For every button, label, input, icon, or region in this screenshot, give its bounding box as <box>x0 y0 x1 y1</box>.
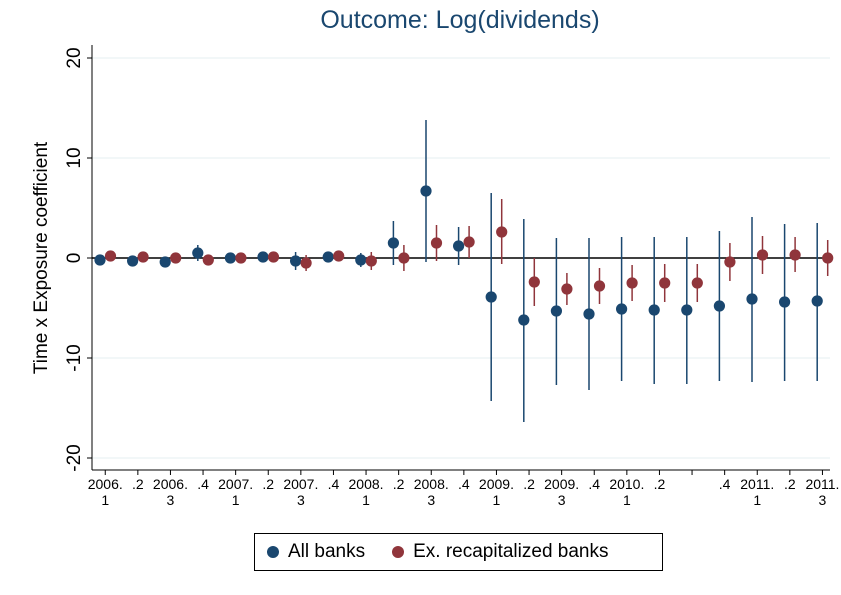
legend-item-all-banks: All banks <box>267 541 365 563</box>
x-tick-label: 2011. <box>740 476 774 492</box>
x-tick-label: 2007. <box>218 476 253 492</box>
x-tick-label: .2 <box>262 476 274 492</box>
data-point <box>322 251 334 263</box>
x-tick-label: 2008. <box>414 476 449 492</box>
data-point <box>724 256 736 268</box>
data-point <box>453 240 465 252</box>
data-point <box>593 280 606 292</box>
data-point <box>789 249 801 261</box>
data-point <box>756 249 769 261</box>
data-point <box>202 254 214 266</box>
legend-item-ex-recapitalized: Ex. recapitalized banks <box>392 541 609 563</box>
data-point <box>300 257 312 269</box>
x-tick-label-line2: 3 <box>819 492 827 508</box>
legend-label-all-banks: All banks <box>288 541 366 562</box>
data-point <box>170 252 182 264</box>
data-point <box>496 226 508 238</box>
x-tick-label: 2010. <box>609 476 644 492</box>
data-point <box>224 252 236 264</box>
legend-label-ex-recapitalized: Ex. recapitalized banks <box>413 541 609 562</box>
data-point <box>365 255 377 267</box>
data-point <box>811 295 823 307</box>
data-point <box>398 252 410 264</box>
data-point <box>94 254 106 266</box>
x-tick-label: 2006. <box>153 476 188 492</box>
y-tick-label: -10 <box>64 344 85 371</box>
data-point <box>257 251 269 263</box>
y-tick-label: 20 <box>64 47 85 68</box>
data-point <box>355 254 367 266</box>
legend-marker-all-banks <box>267 546 279 558</box>
data-point <box>290 255 302 267</box>
data-point <box>779 296 791 308</box>
x-tick-label: .2 <box>132 476 144 492</box>
x-tick-label: 2011. <box>805 476 839 492</box>
x-tick-label-line2: 1 <box>232 492 240 508</box>
data-point <box>616 303 628 315</box>
x-tick-label: .2 <box>523 476 535 492</box>
data-point <box>713 300 726 312</box>
data-point <box>127 255 139 267</box>
data-point <box>659 277 671 289</box>
x-tick-label: .4 <box>328 476 340 492</box>
data-point <box>561 283 573 295</box>
data-point <box>387 237 399 249</box>
x-tick-label: 2006. <box>88 476 123 492</box>
x-tick-label: .2 <box>784 476 796 492</box>
data-point <box>528 276 540 288</box>
data-point <box>822 252 834 264</box>
x-tick-label: 2007. <box>283 476 318 492</box>
x-tick-label: 2009. <box>544 476 579 492</box>
data-point <box>648 304 660 316</box>
x-tick-label: 2009. <box>479 476 514 492</box>
data-point <box>550 305 563 317</box>
data-point <box>691 277 703 289</box>
x-tick-label-line2: 3 <box>427 492 435 508</box>
data-point <box>626 277 638 289</box>
legend-marker-ex-recapitalized <box>392 546 405 558</box>
legend: All banks Ex. recapitalized banks <box>254 533 663 571</box>
x-tick-label-line2: 3 <box>167 492 175 508</box>
x-tick-label: .4 <box>197 476 209 492</box>
x-tick-label: .2 <box>393 476 405 492</box>
x-tick-label-line2: 1 <box>623 492 631 508</box>
data-point <box>430 237 443 249</box>
data-point <box>681 304 693 316</box>
y-tick-label: -20 <box>64 444 85 471</box>
data-point <box>104 250 117 262</box>
x-tick-label: .4 <box>458 476 470 492</box>
x-tick-label-line2: 3 <box>558 492 566 508</box>
data-point <box>463 236 475 248</box>
data-point <box>235 252 247 264</box>
data-point <box>746 293 758 305</box>
data-point <box>583 308 595 320</box>
x-tick-label-line2: 1 <box>493 492 501 508</box>
x-tick-label-line2: 1 <box>101 492 109 508</box>
y-tick-label: 0 <box>64 253 85 264</box>
x-tick-label-line2: 1 <box>362 492 370 508</box>
data-point <box>518 314 530 326</box>
x-tick-label-line2: 3 <box>297 492 305 508</box>
x-tick-label: .4 <box>588 476 600 492</box>
chart-title: Outcome: Log(dividends) <box>320 6 600 34</box>
data-point <box>192 247 204 259</box>
data-point <box>333 250 345 262</box>
x-tick-label: 2008. <box>349 476 384 492</box>
data-point <box>267 251 280 263</box>
x-tick-label: .4 <box>719 476 731 492</box>
y-axis-label: Time x Exposure coefficient <box>31 141 52 374</box>
x-tick-label: .2 <box>654 476 666 492</box>
data-point <box>137 251 149 263</box>
y-tick-label: 10 <box>64 147 85 168</box>
x-tick-label-line2: 1 <box>753 492 761 508</box>
data-point <box>420 185 432 197</box>
data-point <box>485 291 497 303</box>
data-point <box>159 256 171 268</box>
